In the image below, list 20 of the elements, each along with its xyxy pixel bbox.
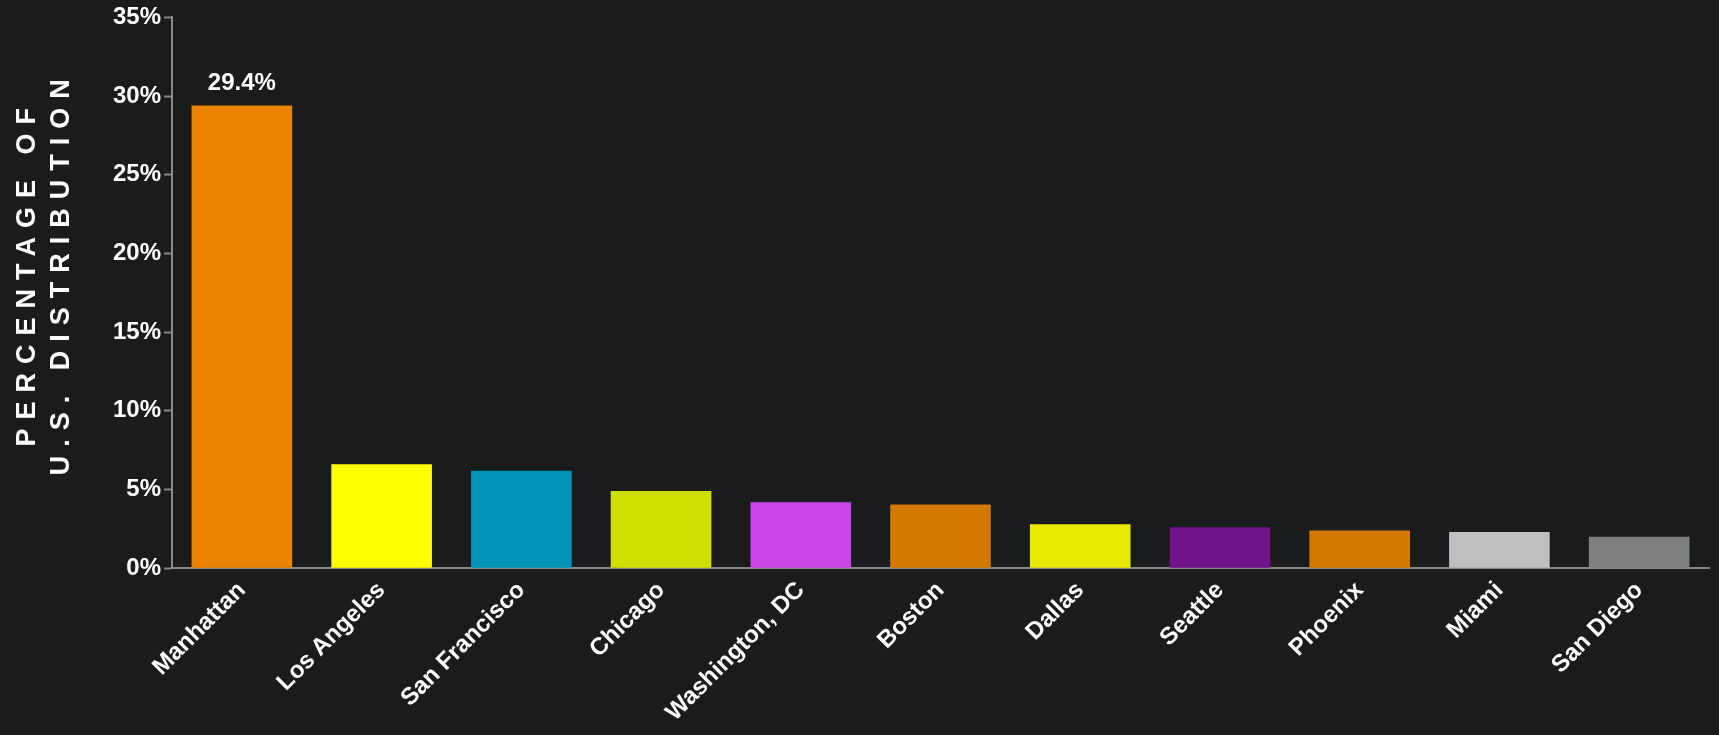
bar xyxy=(890,504,991,568)
y-tick-label: 0% xyxy=(126,552,162,580)
y-tick-label: 30% xyxy=(112,80,162,108)
y-tick-label: 10% xyxy=(112,395,162,423)
bar xyxy=(331,464,432,568)
bar xyxy=(1029,524,1131,568)
y-tick-label: 5% xyxy=(126,474,162,502)
y-tick-label: 15% xyxy=(112,316,162,344)
bar xyxy=(1309,530,1410,568)
y-tick-label: 20% xyxy=(112,238,162,266)
y-tick-label: 25% xyxy=(112,159,162,187)
bar xyxy=(610,491,712,568)
bar xyxy=(471,470,572,568)
bar xyxy=(1449,532,1550,568)
bar xyxy=(750,502,852,568)
bar xyxy=(191,105,293,568)
bar xyxy=(1169,527,1271,568)
data-label: 29.4% xyxy=(207,68,276,96)
y-axis-title: PERCENTAGE OF U.S. DISTRIBUTION xyxy=(11,70,76,476)
y-tick-label: 35% xyxy=(112,2,162,30)
